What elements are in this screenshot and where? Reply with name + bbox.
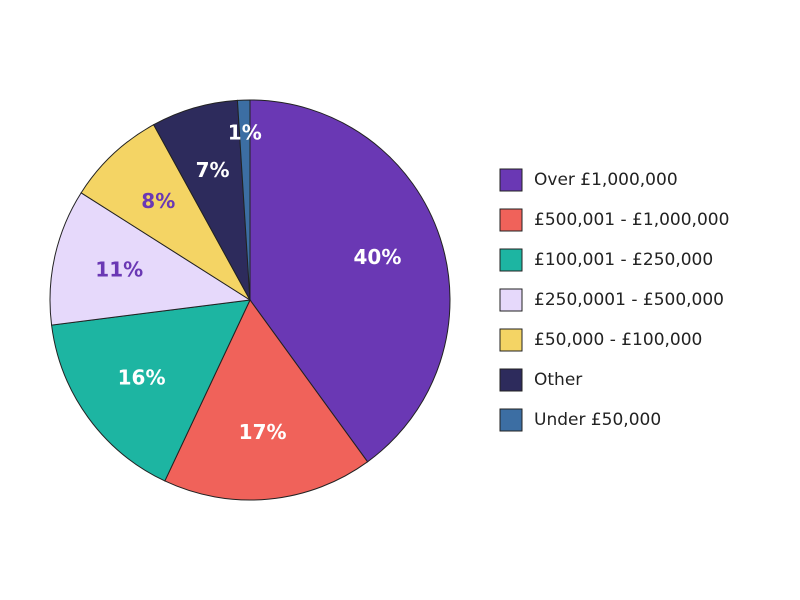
pie-slice [49,192,252,326]
pie-slice [80,124,251,301]
legend-swatch [499,208,523,232]
legend-swatch [499,408,523,432]
pie-slice [249,99,451,463]
legend-label: Under £50,000 [534,410,661,430]
data-label: 11% [95,257,143,281]
legend-swatch [499,368,523,392]
legend-label: Other [534,370,582,390]
legend-swatch [499,248,523,272]
legend-label: £100,001 - £250,000 [534,250,713,270]
pie-slice [164,299,369,501]
legend-swatch [499,168,523,192]
data-label: 16% [118,365,166,389]
pie-slice [51,299,251,482]
legend-label: £500,001 - £1,000,000 [534,210,729,230]
legend-label: £50,000 - £100,000 [534,330,702,350]
legend-swatch [499,288,523,312]
legend-swatch [499,328,523,352]
data-label: 17% [239,420,287,444]
data-label: 1% [228,121,262,145]
data-label: 40% [354,245,402,269]
data-label: 7% [196,158,230,182]
pie-slice [236,99,251,301]
legend-label: Over £1,000,000 [534,170,678,190]
data-label: 8% [141,189,175,213]
legend-label: £250,0001 - £500,000 [534,290,724,310]
